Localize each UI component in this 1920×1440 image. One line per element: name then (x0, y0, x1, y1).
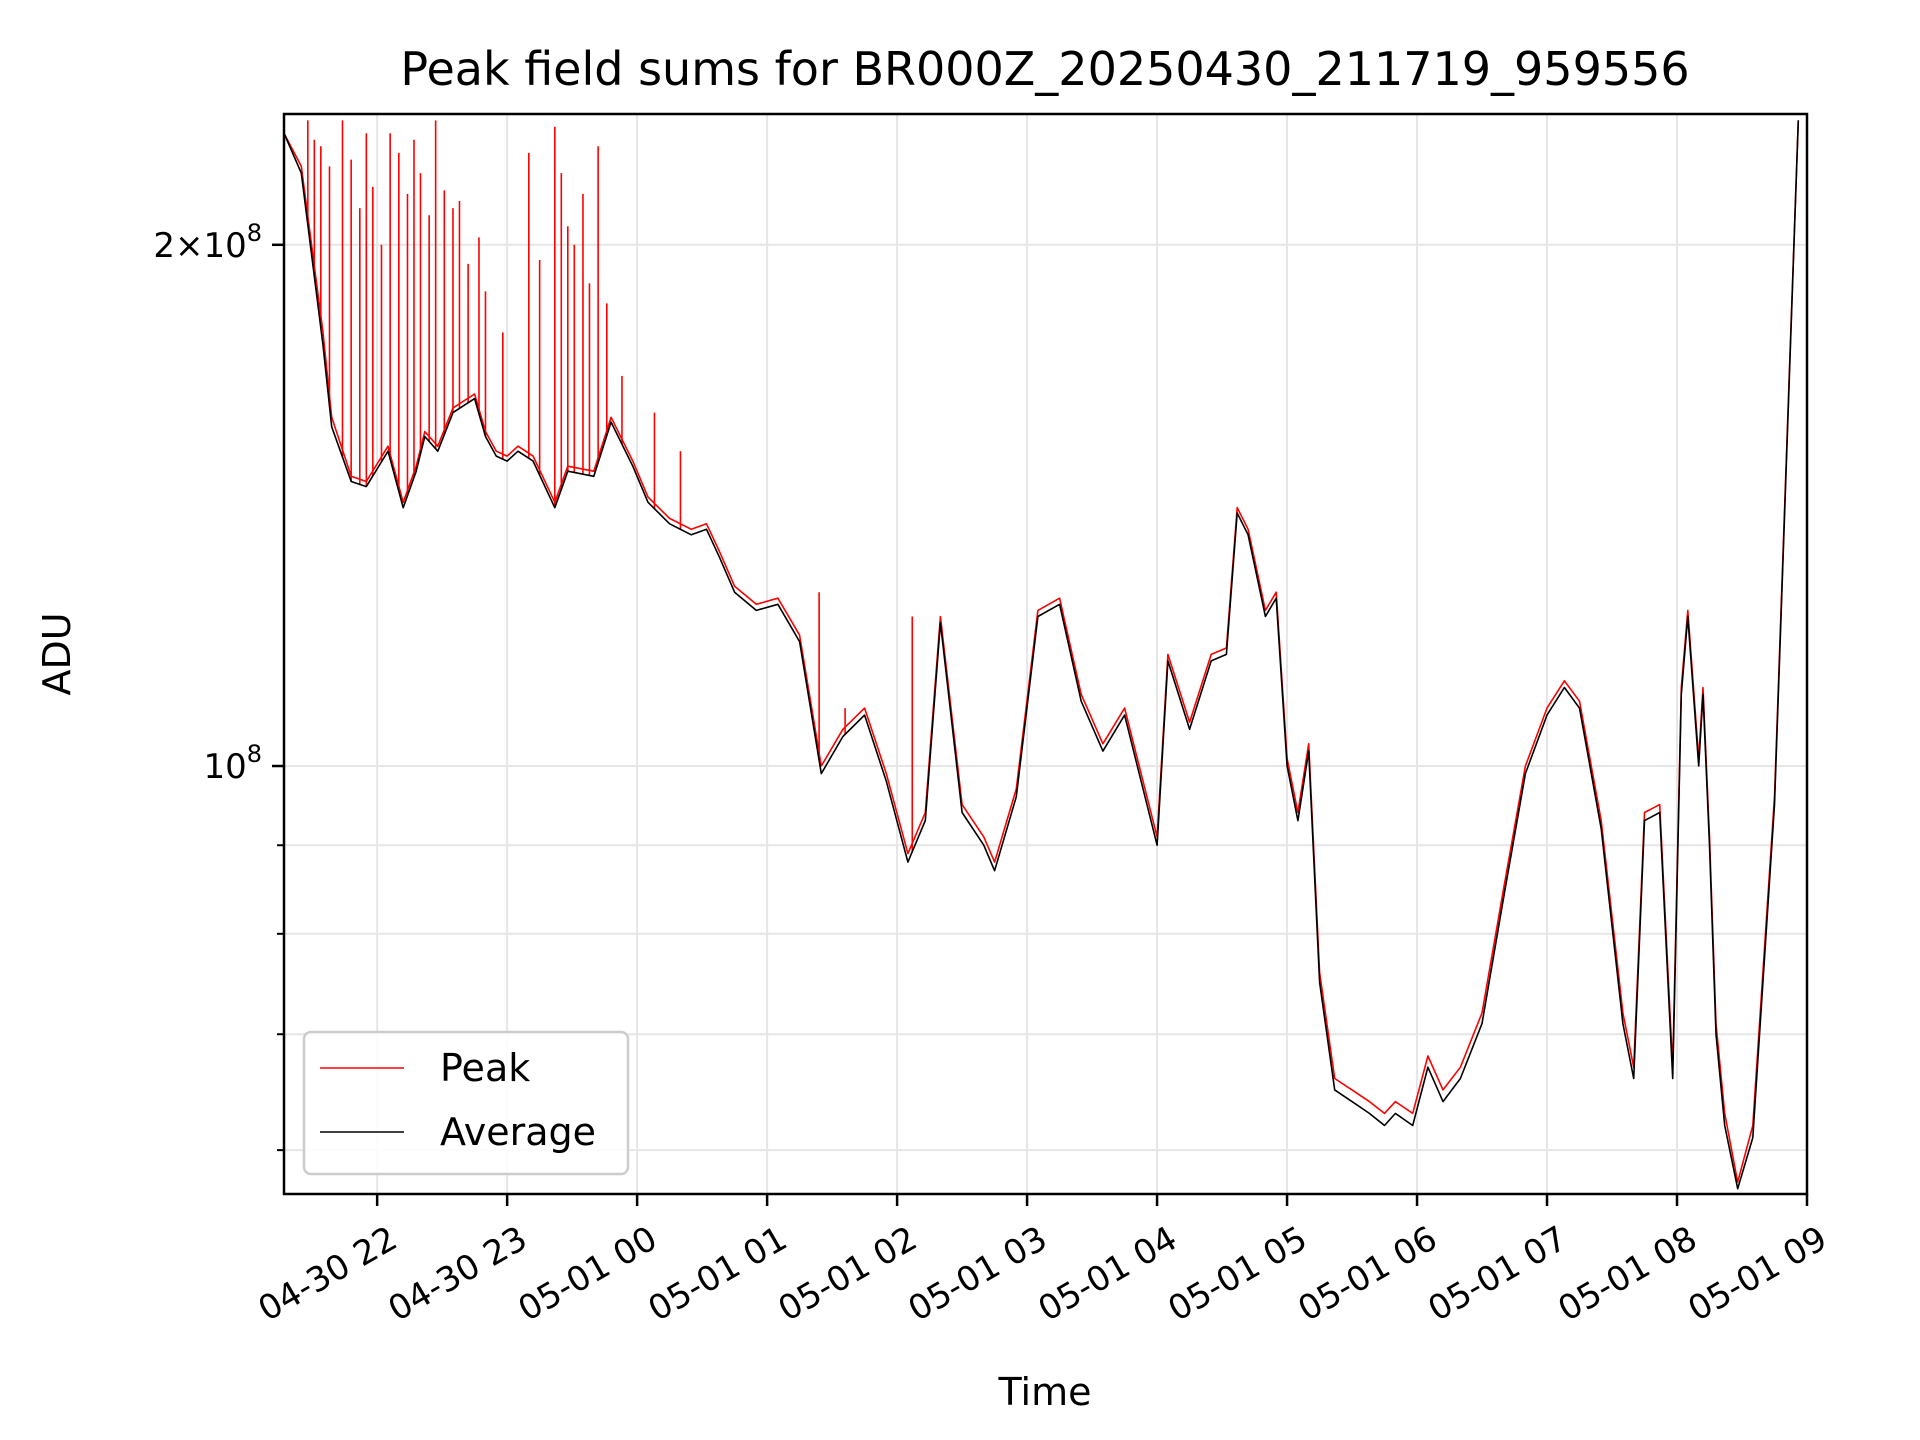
legend: Peak Average (302, 1030, 630, 1176)
series-line-average (284, 120, 1800, 1190)
x-tick-label: 05-01 09 (1682, 1219, 1834, 1330)
chart-title: Peak field sums for BR000Z_20250430_2117… (400, 42, 1689, 96)
x-tick-label: 04-30 23 (382, 1219, 534, 1330)
legend-label-average: Average (440, 1110, 596, 1154)
plot-area (284, 120, 1800, 1190)
x-tick-label: 05-01 08 (1552, 1219, 1704, 1330)
x-tick-label: 05-01 05 (1162, 1219, 1314, 1330)
x-tick-label: 05-01 06 (1292, 1219, 1444, 1330)
x-tick-label: 05-01 01 (642, 1219, 794, 1330)
y-axis-label: ADU (35, 612, 79, 695)
legend-label-peak: Peak (440, 1046, 530, 1090)
x-tick-label: 05-01 03 (902, 1219, 1054, 1330)
x-axis-label: Time (998, 1370, 1092, 1414)
x-tick-label: 05-01 00 (512, 1219, 664, 1330)
x-tick-label: 05-01 04 (1032, 1219, 1184, 1330)
y-tick-label: 108 (203, 740, 262, 787)
y-axis: 108 2×108 (153, 219, 284, 1152)
plot-frame (282, 112, 1809, 1196)
y-tick-label: 2×108 (153, 219, 262, 266)
x-tick-label: 05-01 02 (772, 1219, 924, 1330)
series-line-peak (284, 120, 1800, 1183)
x-tick-label: 04-30 22 (252, 1219, 404, 1330)
x-tick-label: 05-01 07 (1422, 1219, 1574, 1330)
